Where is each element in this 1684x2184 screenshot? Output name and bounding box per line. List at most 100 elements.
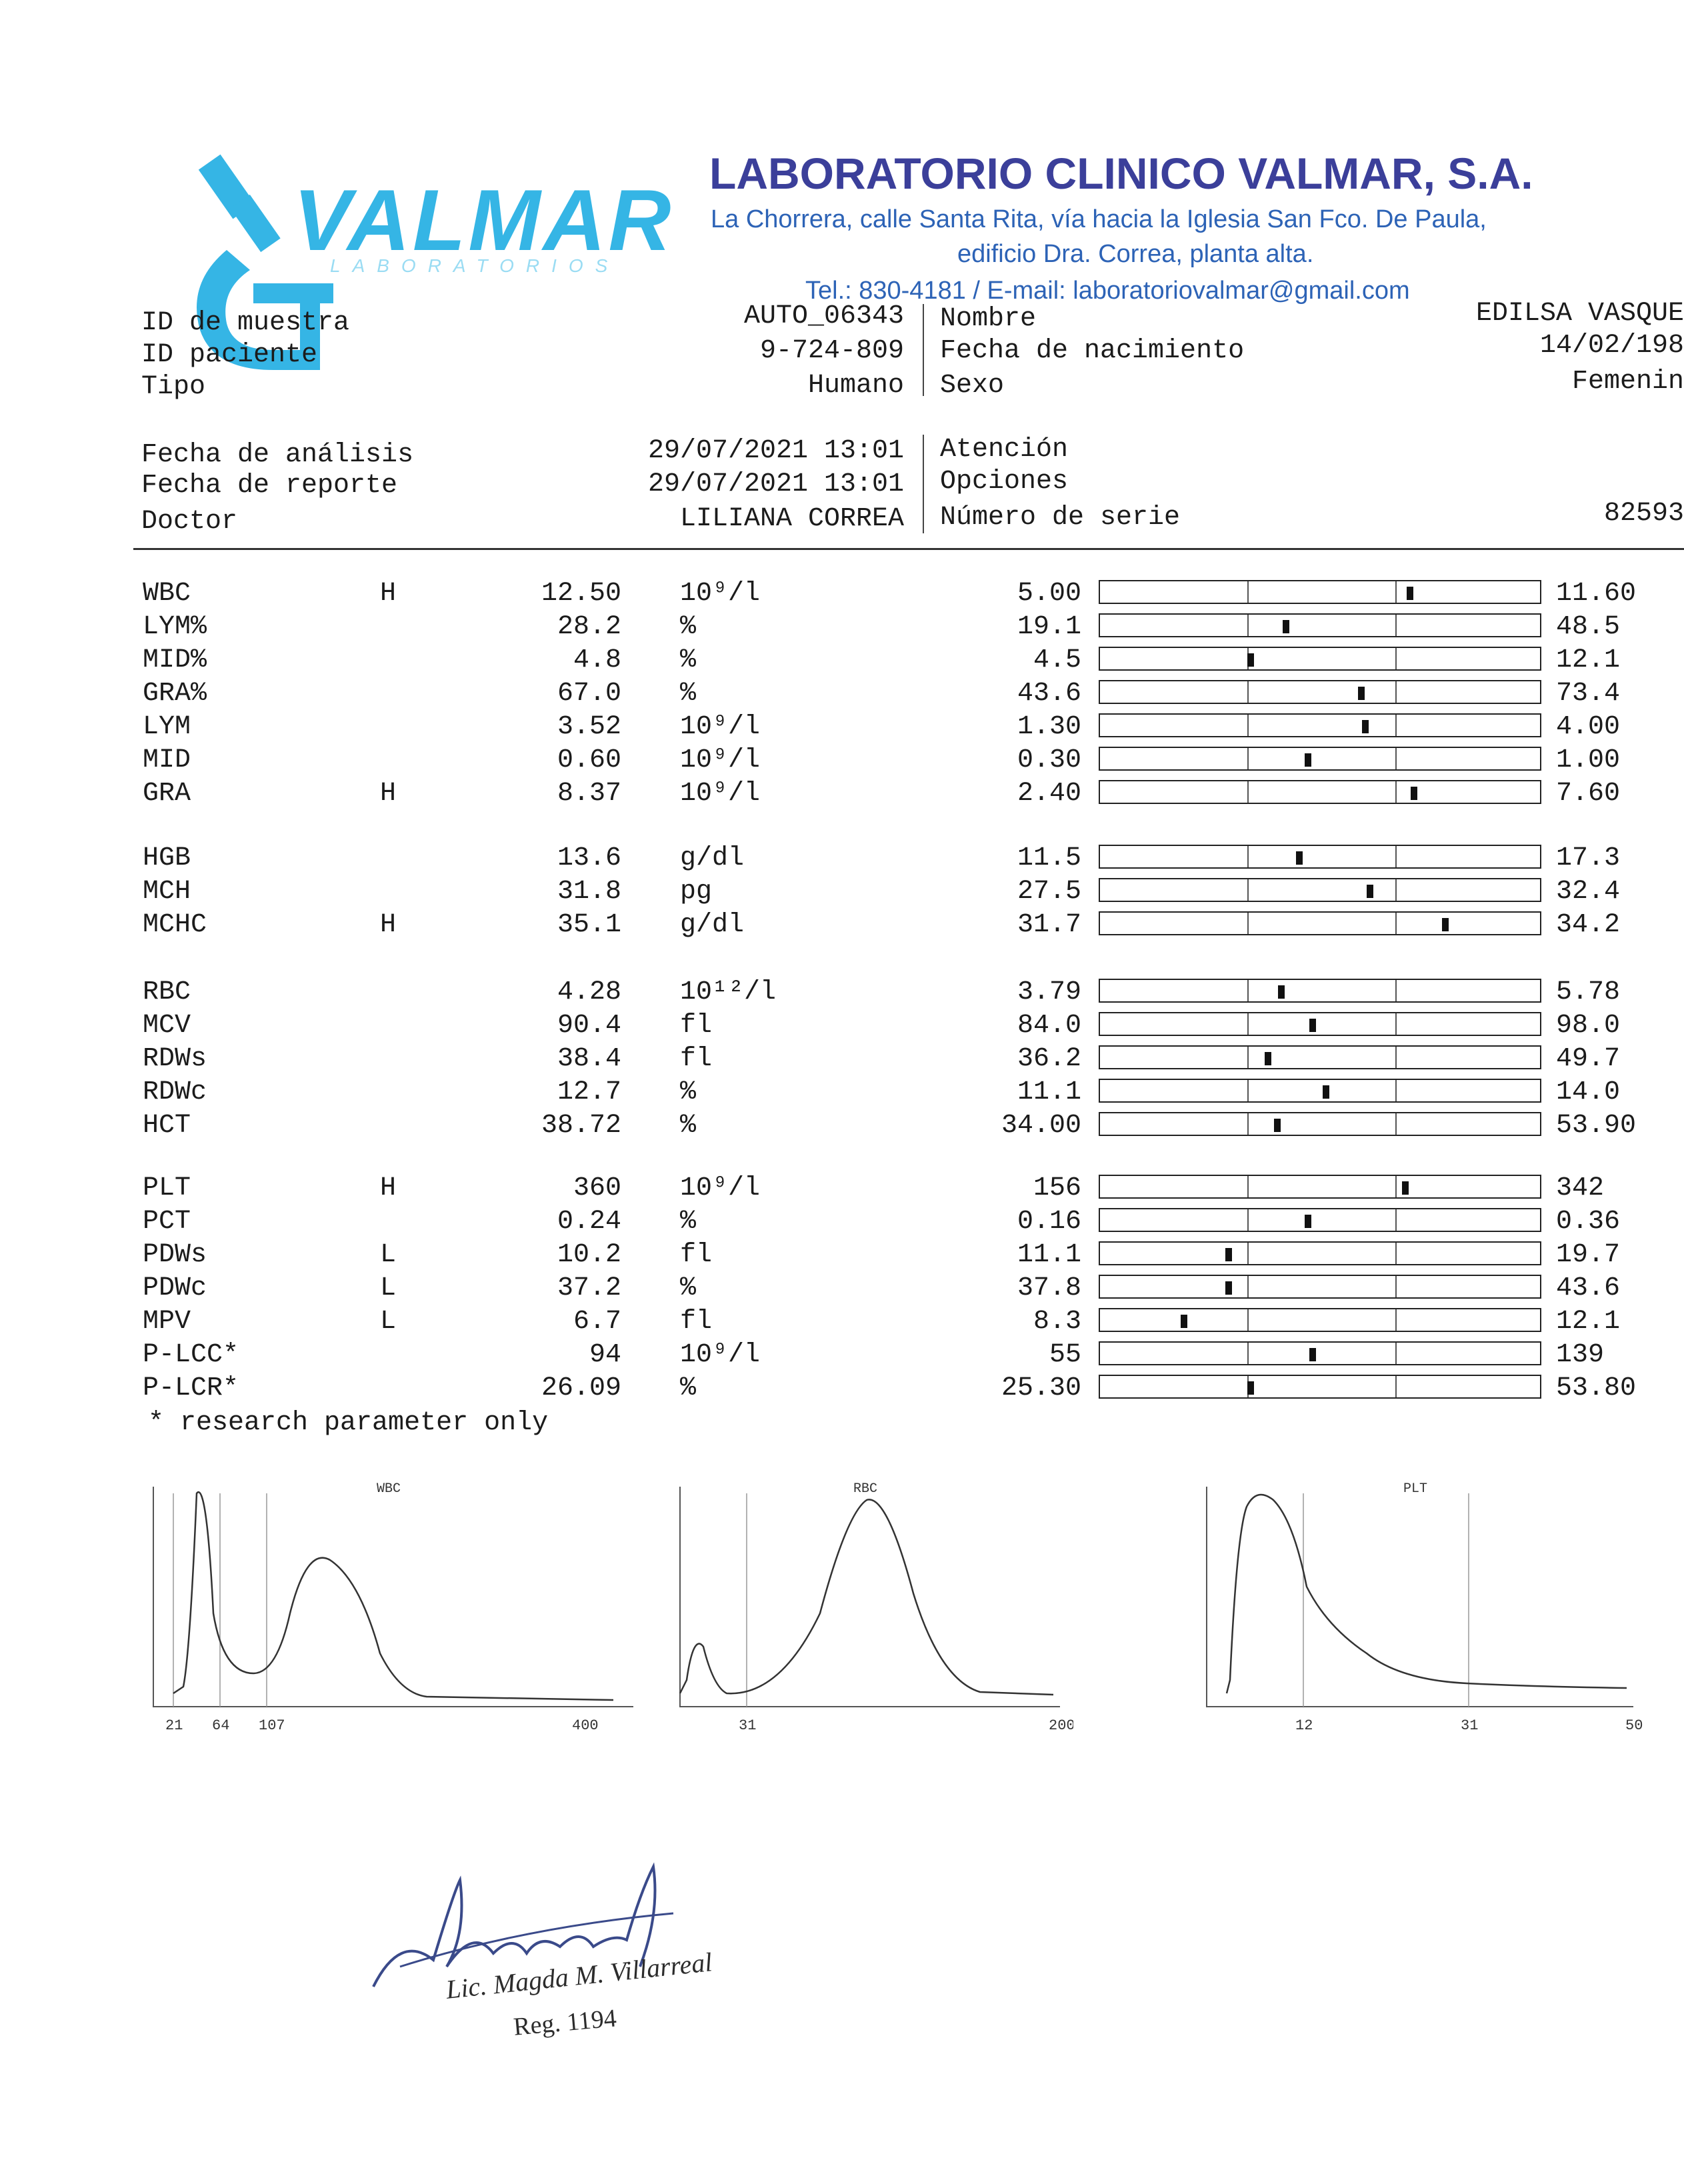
range-bar xyxy=(1099,613,1541,637)
parameter-value: 94 xyxy=(589,1340,621,1370)
parameter-unit: fl xyxy=(680,1044,713,1074)
range-high: 48.5 xyxy=(1556,612,1621,642)
range-bar-upper-limit xyxy=(1395,879,1397,901)
range-bar xyxy=(1099,680,1541,704)
parameter-unit: fl xyxy=(680,1307,713,1337)
parameter-name: LYM% xyxy=(143,612,207,642)
dob-label: Fecha de nacimiento xyxy=(940,336,1245,366)
histogram-tick-label: 31 xyxy=(739,1717,756,1734)
range-bar-upper-limit xyxy=(1395,1047,1397,1068)
parameter-unit: % xyxy=(680,1273,697,1303)
report-date-value: 29/07/2021 13:01 xyxy=(647,469,904,499)
parameter-unit: % xyxy=(680,645,697,675)
range-low: 37.8 xyxy=(1017,1273,1081,1303)
serial-value: 82593 xyxy=(1603,499,1684,529)
histogram-title: WBC xyxy=(377,1481,401,1497)
parameter-value: 12.7 xyxy=(557,1077,621,1107)
parameter-unit: 10⁹/l xyxy=(680,779,761,809)
parameter-value: 67.0 xyxy=(557,679,621,709)
range-bar-marker xyxy=(1402,1181,1409,1195)
parameter-value: 3.52 xyxy=(557,712,621,742)
analysis-date-value: 29/07/2021 13:01 xyxy=(647,436,904,466)
range-bar-upper-limit xyxy=(1395,913,1397,934)
parameter-unit: 10⁹/l xyxy=(680,712,761,742)
range-bar-upper-limit xyxy=(1395,846,1397,867)
range-bar xyxy=(1099,911,1541,935)
range-bar-upper-limit xyxy=(1395,781,1397,803)
range-bar-upper-limit xyxy=(1395,1309,1397,1331)
parameter-unit: 10⁹/l xyxy=(680,745,761,775)
header-divider-1 xyxy=(923,304,924,396)
parameter-value: 8.37 xyxy=(557,779,621,809)
range-low: 5.00 xyxy=(1017,579,1081,609)
histogram-tick-label: 107 xyxy=(259,1717,285,1734)
lab-name: LABORATORIO CLINICO VALMAR, S.A. xyxy=(709,149,1533,198)
parameter-name: PCT xyxy=(143,1207,191,1237)
doctor-value: LILIANA CORREA xyxy=(679,504,904,534)
range-bar-marker xyxy=(1305,753,1312,767)
parameter-name: MID% xyxy=(143,645,207,675)
parameter-name: HGB xyxy=(143,843,191,873)
range-low: 19.1 xyxy=(1017,612,1081,642)
signature-reg: Reg. 1194 xyxy=(512,2004,618,2041)
range-bar-upper-limit xyxy=(1395,648,1397,669)
range-bar-marker xyxy=(1225,1281,1232,1295)
range-bar xyxy=(1099,979,1541,1003)
parameter-unit: % xyxy=(680,679,697,709)
range-bar xyxy=(1099,1308,1541,1332)
range-bar xyxy=(1099,878,1541,902)
range-high: 14.0 xyxy=(1556,1077,1621,1107)
range-bar xyxy=(1099,647,1541,671)
range-low: 27.5 xyxy=(1017,877,1081,907)
range-bar-marker xyxy=(1322,1085,1329,1099)
range-bar xyxy=(1099,1112,1541,1136)
parameter-value: 13.6 xyxy=(557,843,621,873)
parameter-name: MID xyxy=(143,745,191,775)
range-bar-lower-limit xyxy=(1247,681,1249,703)
parameter-name: WBC xyxy=(143,579,191,609)
range-bar-upper-limit xyxy=(1395,1343,1397,1364)
parameter-value: 28.2 xyxy=(557,612,621,642)
histogram-plt: PLT 12 31 50 xyxy=(1206,1481,1643,1734)
range-bar-marker xyxy=(1265,1052,1272,1065)
lab-contact: Tel.: 830-4181 / E-mail: laboratoriovalm… xyxy=(805,277,1410,305)
parameter-unit: % xyxy=(680,1077,697,1107)
range-bar-marker xyxy=(1225,1248,1232,1261)
range-high: 98.0 xyxy=(1556,1011,1621,1041)
histogram-curve xyxy=(173,1491,614,1701)
range-high: 12.1 xyxy=(1556,1307,1621,1337)
range-bar-lower-limit xyxy=(1247,879,1249,901)
range-bar-marker xyxy=(1273,1119,1281,1132)
range-bar-lower-limit xyxy=(1247,1309,1249,1331)
parameter-flag: H xyxy=(380,1173,397,1203)
parameter-unit: 10⁹/l xyxy=(680,579,761,609)
parameter-flag: L xyxy=(380,1307,397,1337)
range-bar-marker xyxy=(1441,918,1449,931)
histogram-tick-label: 64 xyxy=(212,1717,229,1734)
parameter-name: MPV xyxy=(143,1307,191,1337)
range-bar-upper-limit xyxy=(1395,581,1397,603)
parameter-name: PDWc xyxy=(143,1273,207,1303)
parameter-name: RBC xyxy=(143,977,191,1007)
microscope-logo-icon xyxy=(197,154,333,370)
parameter-unit: pg xyxy=(680,877,713,907)
range-bar-lower-limit xyxy=(1247,748,1249,769)
histogram-title: RBC xyxy=(853,1481,877,1497)
range-bar-marker xyxy=(1357,687,1365,700)
range-bar-upper-limit xyxy=(1395,1080,1397,1101)
logo-text: VALMAR xyxy=(293,171,674,269)
parameter-flag: L xyxy=(380,1240,397,1270)
range-high: 342 xyxy=(1556,1173,1605,1203)
range-high: 34.2 xyxy=(1556,910,1621,940)
attention-label: Atención xyxy=(940,435,1069,465)
parameter-unit: g/dl xyxy=(680,843,745,873)
range-bar-lower-limit xyxy=(1247,581,1249,603)
parameter-name: GRA% xyxy=(143,679,207,709)
range-low: 8.3 xyxy=(1033,1307,1081,1337)
range-low: 11.5 xyxy=(1017,843,1081,873)
range-bar-upper-limit xyxy=(1395,980,1397,1001)
header-divider-2 xyxy=(923,435,924,533)
parameter-value: 90.4 xyxy=(557,1011,621,1041)
range-bar-lower-limit xyxy=(1247,615,1249,636)
range-bar-lower-limit xyxy=(1247,980,1249,1001)
